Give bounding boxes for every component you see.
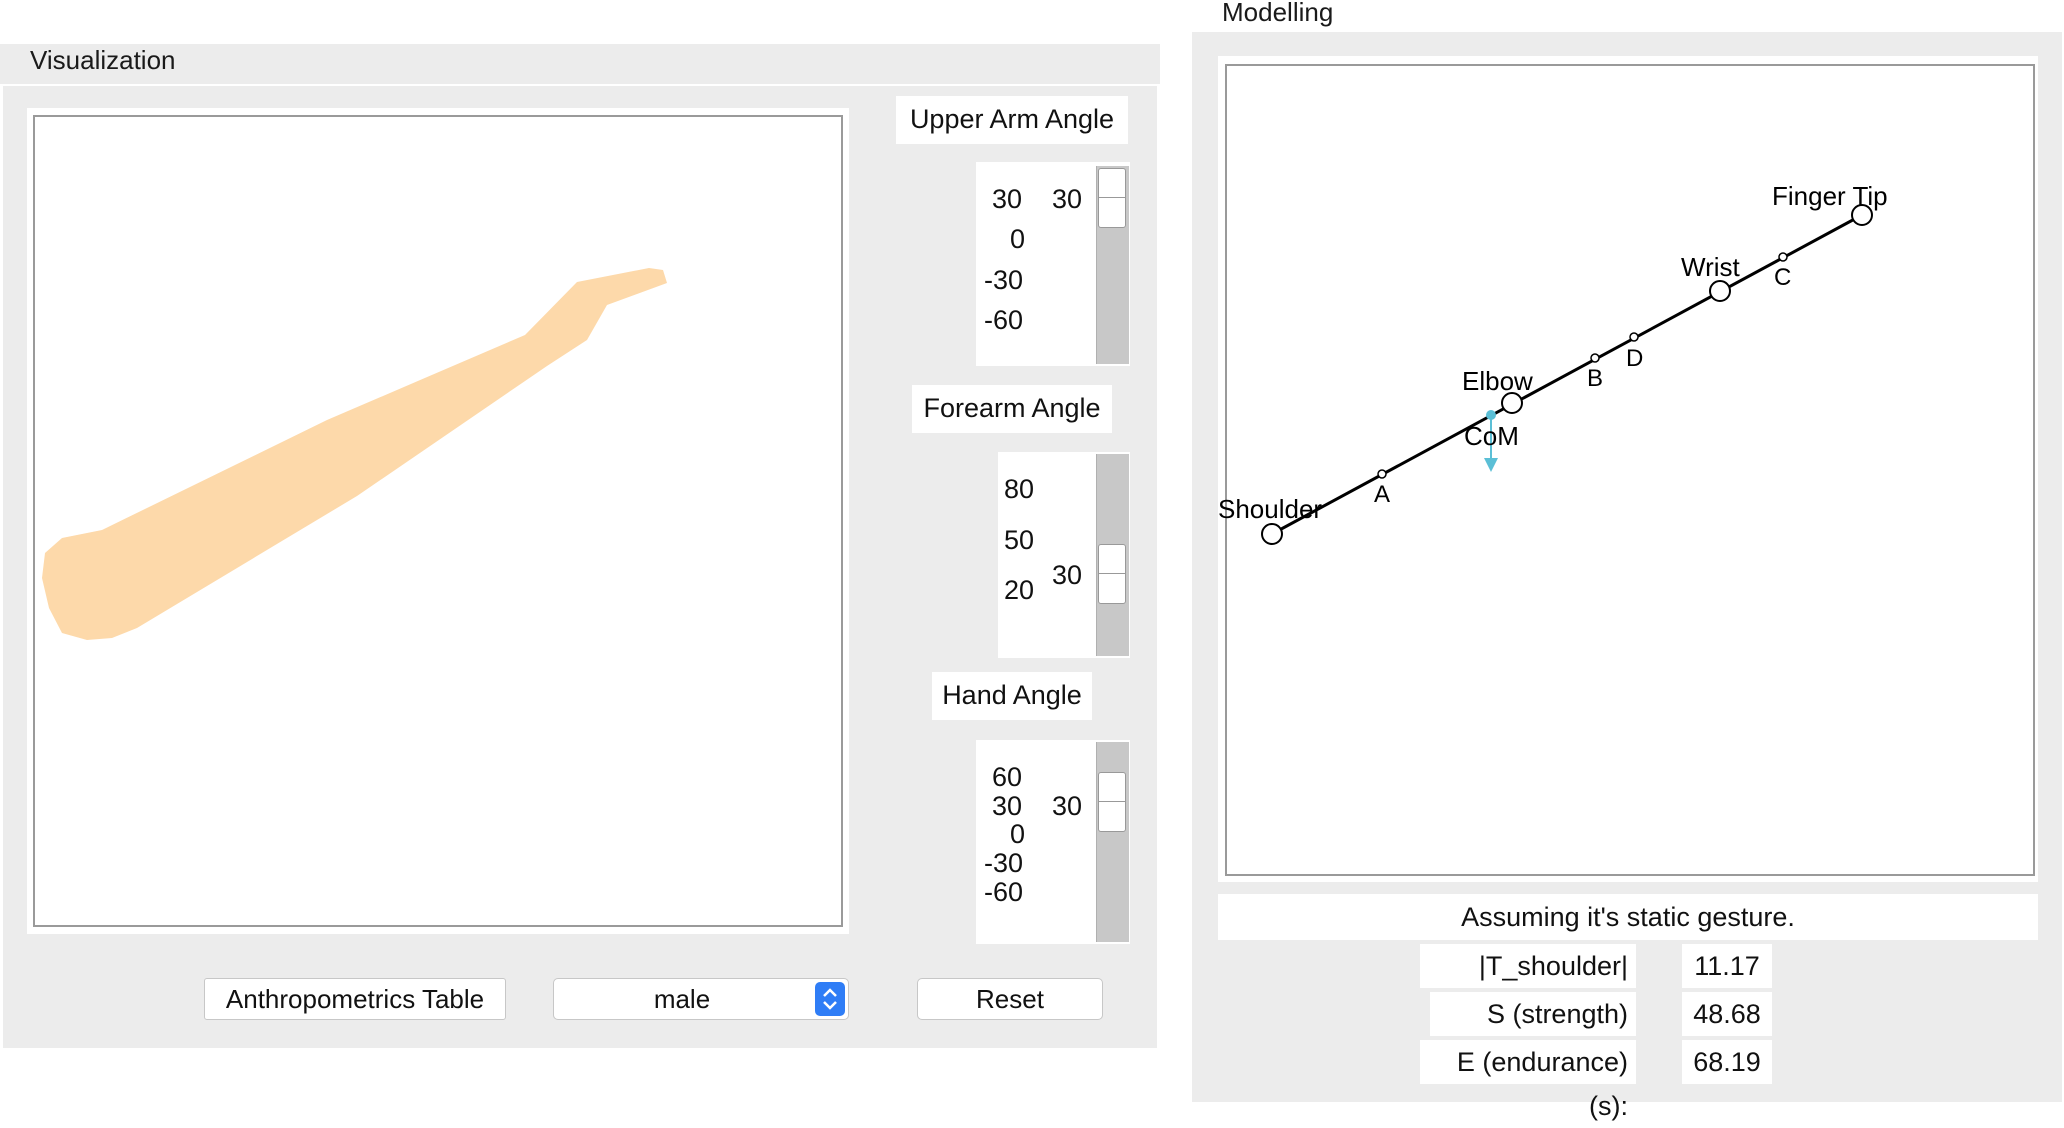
point-a-marker (1377, 469, 1387, 479)
forearm-value: 30 (1052, 560, 1083, 590)
point-b-label: B (1587, 365, 1603, 392)
select-chevron-icon (815, 982, 845, 1016)
forearm-angle-label: Forearm Angle (912, 385, 1112, 433)
forearm-tick-0: 80 (1004, 474, 1035, 504)
hand-angle-slider[interactable]: 60 30 0 -30 -60 30 (976, 740, 1130, 944)
visualization-panel: Visualization Upper Arm Angle 30 0 -30 -… (0, 44, 1160, 1048)
arm-shape (42, 268, 667, 640)
endurance-value: 68.19 (1682, 1040, 1772, 1084)
modelling-title: Modelling (1222, 0, 1334, 27)
strength-value: 48.68 (1682, 992, 1772, 1036)
elbow-joint (1501, 392, 1523, 414)
visualization-header (0, 44, 1160, 84)
upper-arm-slider-thumb[interactable] (1098, 168, 1126, 228)
shoulder-label: Shoulder (1218, 494, 1322, 524)
forearm-tick-1: 50 (1004, 525, 1035, 555)
modelling-canvas: Finger Tip Wrist C D B Elbow CoM Shoulde… (1218, 56, 2038, 882)
point-d-marker (1629, 332, 1639, 342)
forearm-slider-thumb[interactable] (1098, 544, 1126, 604)
point-c-label: C (1774, 264, 1791, 291)
upper-arm-angle-slider[interactable]: 30 0 -30 -60 30 (976, 162, 1130, 366)
hand-tick-0: 60 (992, 762, 1023, 792)
finger-tip-label: Finger Tip (1772, 181, 1888, 211)
shoulder-joint (1261, 523, 1283, 545)
kinematic-diagram: Finger Tip Wrist C D B Elbow CoM Shoulde… (1218, 181, 1888, 545)
point-c-marker (1778, 252, 1788, 262)
reset-button[interactable]: Reset (917, 978, 1103, 1020)
arm-link-line (1271, 213, 1863, 536)
gender-select-value: male (653, 984, 711, 1014)
upper-arm-angle-label: Upper Arm Angle (896, 96, 1128, 144)
upper-arm-tick-1: 0 (1010, 224, 1026, 254)
hand-tick-2: 0 (1010, 819, 1026, 849)
com-label: CoM (1464, 421, 1519, 451)
status-message: Assuming it's static gesture. (1218, 894, 2038, 940)
elbow-label: Elbow (1462, 366, 1533, 396)
wrist-label: Wrist (1681, 252, 1741, 282)
point-b-marker (1590, 353, 1600, 363)
hand-tick-3: -30 (984, 848, 1024, 878)
forearm-tick-2: 20 (1004, 575, 1035, 605)
anthropometrics-table-label: Anthropometrics Table (204, 978, 506, 1020)
forearm-angle-slider[interactable]: 80 50 20 30 (998, 452, 1130, 658)
hand-angle-label: Hand Angle (932, 672, 1092, 720)
finger-tip-joint (1851, 204, 1873, 226)
upper-arm-tick-2: -30 (984, 265, 1024, 295)
hand-tick-4: -60 (984, 877, 1024, 907)
endurance-label: E (endurance) (s): (1420, 1040, 1636, 1121)
strength-label: S (strength) (%): (1430, 992, 1636, 1073)
hand-tick-1: 30 (992, 791, 1023, 821)
com-arrow-head (1484, 458, 1498, 472)
arm-visualization-canvas (27, 108, 849, 934)
com-marker (1486, 410, 1496, 420)
arm-drawing (42, 268, 667, 640)
upper-arm-value: 30 (1052, 184, 1083, 214)
wrist-joint (1709, 280, 1731, 302)
modelling-panel: Modelling Finger Tip Wrist C D B Elbow C… (1190, 0, 2064, 1121)
point-d-label: D (1626, 345, 1643, 372)
hand-slider-thumb[interactable] (1098, 772, 1126, 832)
visualization-title: Visualization (30, 45, 176, 75)
upper-arm-tick-3: -60 (984, 305, 1024, 335)
point-a-label: A (1374, 481, 1390, 508)
gender-select[interactable]: male (553, 978, 849, 1020)
upper-arm-tick-0: 30 (992, 184, 1023, 214)
torque-label: |T_shoulder| (Nm): (1420, 944, 1636, 1025)
torque-value: 11.17 (1682, 944, 1772, 988)
hand-value: 30 (1052, 791, 1083, 821)
